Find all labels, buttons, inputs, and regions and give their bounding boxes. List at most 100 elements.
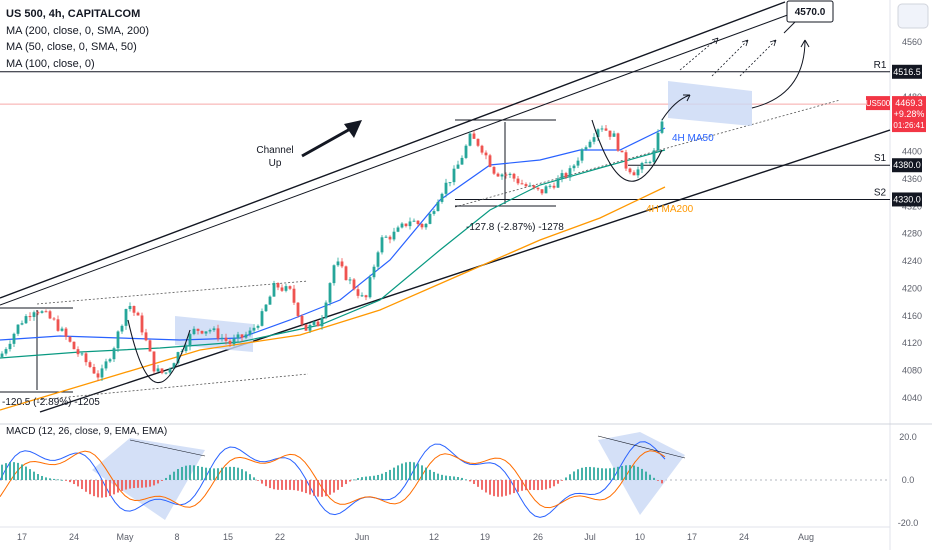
candle-body xyxy=(512,173,516,179)
macd-histogram-bar xyxy=(589,466,591,480)
x-tick-label: 22 xyxy=(275,532,285,542)
macd-histogram-bar xyxy=(529,480,531,490)
candle-body xyxy=(440,193,444,202)
candle-body xyxy=(424,223,428,228)
y-tick-label: 4560 xyxy=(902,37,922,47)
macd-histogram-bar xyxy=(25,466,27,480)
candle-body xyxy=(88,362,92,367)
candle-body xyxy=(396,227,400,232)
macd-histogram-bar xyxy=(569,474,571,480)
macd-histogram-bar xyxy=(9,462,11,480)
macd-histogram-bar xyxy=(113,480,115,495)
macd-histogram-bar xyxy=(413,462,415,480)
macd-y-tick: 20.0 xyxy=(899,432,917,442)
candle-body xyxy=(24,316,28,324)
macd-histogram-bar xyxy=(37,474,39,480)
candle-body xyxy=(520,183,524,185)
candle-body xyxy=(184,346,188,352)
candle-body xyxy=(400,223,404,228)
macd-histogram-bar xyxy=(633,465,635,480)
candle-body xyxy=(92,366,96,374)
current-change-label: +9.28% xyxy=(894,109,925,119)
macd-divergence-1 xyxy=(129,439,206,457)
macd-histogram-bar xyxy=(193,465,195,480)
candle-body xyxy=(656,132,660,151)
candle-body xyxy=(388,236,392,240)
macd-histogram-bar xyxy=(217,468,219,480)
macd-histogram-bar xyxy=(625,465,627,480)
macd-histogram-bar xyxy=(409,461,411,480)
macd-histogram-bar xyxy=(205,467,207,480)
macd-histogram-bar xyxy=(641,468,643,480)
macd-histogram-bar xyxy=(517,480,519,492)
macd-histogram-bar xyxy=(69,480,71,483)
candle-body xyxy=(468,133,472,146)
candle-body xyxy=(568,168,572,178)
candle-body xyxy=(600,128,604,130)
candle-body xyxy=(628,168,632,173)
ma50-label: 4H MA50 xyxy=(672,133,714,144)
candle-body xyxy=(492,166,496,174)
macd-histogram-bar xyxy=(81,480,83,490)
macd-histogram-bar xyxy=(373,475,375,480)
macd-histogram-bar xyxy=(89,480,91,495)
scale-button[interactable] xyxy=(897,3,929,29)
candle-body xyxy=(292,288,296,303)
channel-lower-line xyxy=(39,129,891,413)
ma200-line xyxy=(0,186,666,411)
macd-histogram-bar xyxy=(465,479,467,481)
channel xyxy=(0,1,891,413)
candle-body xyxy=(204,331,208,334)
macd-histogram-bar xyxy=(477,480,479,487)
indicator-ma100[interactable]: MA (100, close, 0) xyxy=(6,57,95,70)
candle-body xyxy=(312,321,316,325)
early-channel-top xyxy=(36,280,309,305)
candle-body xyxy=(256,325,260,328)
macd-histogram-bar xyxy=(617,466,619,480)
macd-histogram-bar xyxy=(545,480,547,490)
candle-body xyxy=(432,211,436,214)
macd-histogram-bar xyxy=(65,480,67,481)
macd-histogram-bar xyxy=(173,471,175,480)
candle-body xyxy=(484,152,488,156)
candle-body xyxy=(660,121,664,133)
candle-body xyxy=(652,150,656,162)
candle-body xyxy=(240,334,244,338)
candle-body xyxy=(272,283,276,297)
macd-histogram-bar xyxy=(313,480,315,496)
candle-body xyxy=(0,353,4,357)
macd-histogram-bar xyxy=(233,466,235,480)
candle-body xyxy=(324,302,328,319)
candle-body xyxy=(448,182,452,184)
candle-body xyxy=(152,351,156,372)
candle-body xyxy=(536,187,540,190)
candle-body xyxy=(464,145,468,158)
macd-histogram-bar xyxy=(449,476,451,480)
candle-body xyxy=(296,302,300,316)
level-label-s2: S2 xyxy=(874,187,887,198)
macd-histogram-bar xyxy=(493,480,495,497)
indicator-ma50[interactable]: MA (50, close, 0, SMA, 50) xyxy=(6,41,137,53)
candle-body xyxy=(428,213,432,224)
level-lines: R1 S1 S2 xyxy=(0,60,890,200)
candle-body xyxy=(224,337,228,341)
macd-histogram-bar xyxy=(321,480,323,497)
candle-body xyxy=(60,328,64,331)
x-tick-label: 17 xyxy=(687,532,697,542)
symbol-tag-label: US500 xyxy=(866,99,891,108)
dashed-arrow xyxy=(711,39,749,77)
macd-histogram-bar xyxy=(293,480,295,491)
candle-body xyxy=(160,368,164,374)
macd-histogram-bar xyxy=(257,480,259,481)
indicator-ma200[interactable]: MA (200, close, 0, SMA, 200) xyxy=(6,24,150,37)
candle-body xyxy=(116,331,120,349)
candle-body xyxy=(408,221,412,227)
candle-body xyxy=(356,289,360,296)
macd-histogram-bar xyxy=(445,475,447,480)
x-tick-label: 19 xyxy=(480,532,490,542)
target-pointer xyxy=(783,21,796,34)
candle-body xyxy=(220,337,224,339)
candle-body xyxy=(608,130,612,137)
candle-body xyxy=(140,315,144,333)
